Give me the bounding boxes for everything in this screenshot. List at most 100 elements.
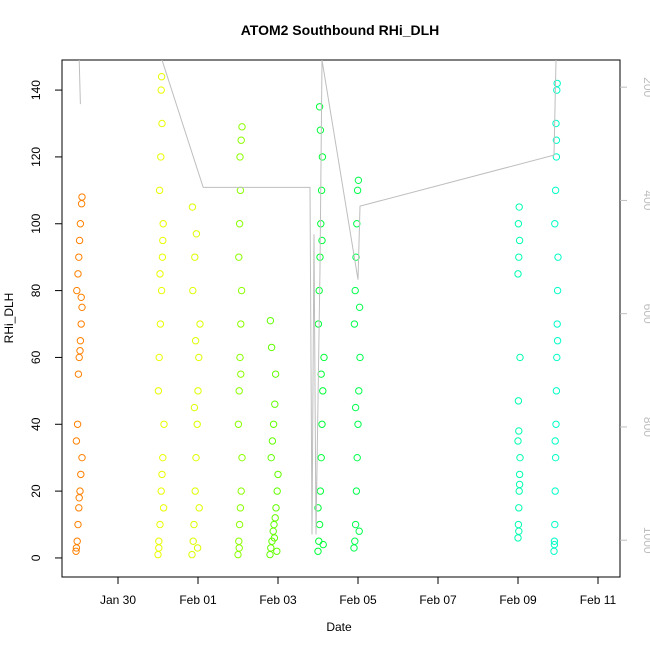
- data-point: [515, 427, 523, 435]
- data-point: [550, 547, 558, 555]
- data-point: [352, 253, 360, 261]
- y-tick-label: 0: [29, 554, 43, 561]
- data-point: [351, 286, 359, 295]
- data-point: [515, 480, 524, 489]
- data-point: [77, 320, 85, 328]
- data-point: [194, 387, 202, 395]
- data-point: [195, 504, 203, 512]
- data-point: [188, 203, 197, 211]
- y2-tick-label: 400: [641, 190, 650, 210]
- data-point: [315, 537, 323, 545]
- data-point: [235, 544, 243, 552]
- data-point: [158, 253, 167, 261]
- data-point: [237, 320, 245, 328]
- data-point: [354, 420, 362, 428]
- data-point: [551, 520, 559, 529]
- data-point: [235, 520, 244, 529]
- data-point: [155, 537, 163, 545]
- data-point: [154, 387, 163, 395]
- data-point: [551, 437, 559, 445]
- data-point: [355, 303, 364, 312]
- data-point: [195, 353, 203, 362]
- data-point: [350, 320, 359, 328]
- x-tick-label: Feb 03: [259, 593, 297, 607]
- data-point: [270, 520, 278, 529]
- data-point: [315, 520, 324, 529]
- data-point: [267, 343, 276, 352]
- data-point: [318, 420, 326, 428]
- data-point: [234, 420, 243, 428]
- data-point: [191, 337, 200, 345]
- data-point: [268, 437, 277, 445]
- y-tick-label: 40: [29, 417, 43, 431]
- data-point: [188, 550, 196, 559]
- x-axis-label: Date: [326, 620, 352, 634]
- plot-frame: [61, 59, 621, 578]
- chart-title: ATOM2 Southbound RHi_DLH: [241, 22, 440, 38]
- data-point: [515, 253, 523, 261]
- data-point: [238, 453, 246, 462]
- y-tick-label: 120: [29, 147, 43, 167]
- data-point: [315, 103, 324, 111]
- data-point: [269, 420, 278, 428]
- data-point: [514, 520, 523, 529]
- data-point: [271, 370, 280, 378]
- data-point: [75, 504, 83, 512]
- data-point: [190, 403, 199, 412]
- data-point: [77, 200, 86, 208]
- data-point: [316, 487, 325, 495]
- data-point: [552, 119, 560, 128]
- data-point: [159, 453, 167, 462]
- data-point: [355, 527, 363, 535]
- x-tick-label: Feb 05: [339, 593, 377, 607]
- data-point: [74, 270, 82, 278]
- data-point: [551, 220, 559, 228]
- data-point: [158, 119, 166, 128]
- data-point: [317, 453, 325, 462]
- data-point: [318, 153, 327, 161]
- x-tick-label: Feb 07: [419, 593, 457, 607]
- data-point: [552, 387, 561, 395]
- data-point: [196, 320, 204, 328]
- data-point: [159, 220, 167, 228]
- y2-tick-label: 200: [641, 77, 650, 97]
- data-point: [156, 320, 165, 328]
- data-point: [515, 527, 523, 535]
- data-point: [235, 537, 243, 545]
- data-point: [236, 504, 245, 512]
- data-point: [238, 123, 246, 131]
- x-tick-label: Feb 11: [580, 593, 617, 607]
- data-point: [156, 520, 164, 529]
- data-point: [75, 236, 84, 245]
- data-point: [551, 453, 560, 462]
- data-point: [273, 547, 281, 555]
- y2-tick-label: 1000: [641, 527, 650, 554]
- data-point: [236, 153, 244, 161]
- data-point: [237, 136, 245, 144]
- data-point: [155, 544, 163, 552]
- data-point: [192, 453, 200, 462]
- data-point: [551, 186, 560, 195]
- data-point: [352, 487, 361, 495]
- data-point: [553, 79, 561, 88]
- data-point: [319, 540, 327, 549]
- data-point: [78, 193, 86, 201]
- data-point: [73, 420, 82, 428]
- data-point: [189, 537, 197, 545]
- y-tick-label: 100: [29, 213, 43, 233]
- y2-tick-label: 600: [641, 304, 650, 324]
- data-point: [266, 550, 274, 559]
- data-point: [351, 520, 360, 529]
- data-point: [515, 203, 523, 211]
- data-point: [515, 504, 523, 512]
- data-point: [314, 504, 322, 512]
- data-point: [77, 470, 85, 479]
- data-point: [72, 547, 80, 555]
- data-point: [154, 550, 162, 559]
- data-point: [274, 470, 282, 479]
- x-tick-label: Jan 30: [100, 593, 136, 607]
- data-point: [75, 353, 83, 362]
- data-point: [72, 437, 81, 445]
- data-point: [514, 437, 522, 445]
- data-point: [157, 86, 165, 94]
